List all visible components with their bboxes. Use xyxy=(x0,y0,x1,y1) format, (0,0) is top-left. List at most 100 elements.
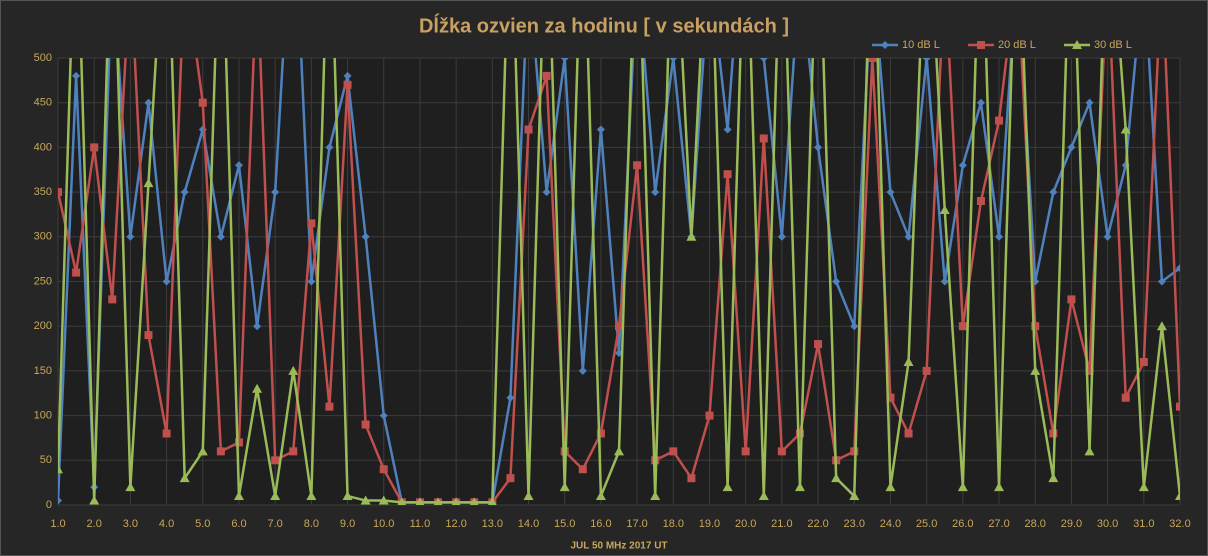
x-tick-label: 23.0 xyxy=(844,518,865,530)
data-point xyxy=(995,116,1004,125)
data-point xyxy=(596,429,605,438)
data-point xyxy=(686,231,697,241)
data-point xyxy=(1175,491,1180,501)
x-tick-label: 9.0 xyxy=(340,518,355,530)
data-point xyxy=(886,393,895,402)
x-tick-label: 15.0 xyxy=(554,518,575,530)
data-point xyxy=(143,178,154,188)
data-point xyxy=(614,446,624,456)
y-tick-label: 50 xyxy=(40,454,52,466)
y-tick-label: 400 xyxy=(34,141,52,153)
data-point xyxy=(488,497,497,505)
data-point xyxy=(1049,429,1058,438)
data-point xyxy=(1121,393,1130,402)
data-point xyxy=(741,447,750,456)
data-point xyxy=(542,188,551,197)
data-point xyxy=(90,143,99,152)
x-tick-label: 30.0 xyxy=(1097,518,1118,530)
data-point xyxy=(1048,473,1059,483)
data-point xyxy=(705,411,714,420)
data-point xyxy=(342,491,353,501)
data-point xyxy=(1049,188,1058,197)
data-point xyxy=(433,497,443,505)
data-point xyxy=(1067,295,1076,304)
data-point xyxy=(1085,98,1094,107)
x-tick-label: 31.0 xyxy=(1133,518,1154,530)
data-point xyxy=(886,188,895,197)
x-tick-label: 7.0 xyxy=(268,518,283,530)
y-tick-label: 100 xyxy=(34,410,52,422)
data-point xyxy=(1084,446,1095,456)
data-point xyxy=(957,482,968,492)
data-point xyxy=(995,232,1004,241)
data-point xyxy=(940,277,949,286)
data-point xyxy=(415,497,425,505)
x-tick-label: 16.0 xyxy=(590,518,611,530)
data-point xyxy=(325,143,334,152)
data-point xyxy=(1176,402,1180,411)
x-tick-label: 29.0 xyxy=(1061,518,1082,530)
data-point xyxy=(885,482,896,492)
data-point xyxy=(794,482,805,492)
data-point xyxy=(378,495,389,505)
data-point xyxy=(922,58,931,62)
data-point xyxy=(58,464,63,474)
x-tick-label: 5.0 xyxy=(195,518,210,530)
data-point xyxy=(1138,482,1149,492)
data-point xyxy=(578,465,587,474)
data-point xyxy=(1157,277,1166,286)
data-point xyxy=(307,219,316,228)
data-point xyxy=(307,277,316,286)
data-point xyxy=(651,188,660,197)
data-point xyxy=(58,496,62,505)
x-tick-label: 19.0 xyxy=(699,518,720,530)
data-point xyxy=(198,98,207,107)
data-point xyxy=(361,232,370,241)
y-tick-label: 200 xyxy=(34,320,52,332)
data-point xyxy=(722,482,733,492)
data-point xyxy=(216,232,225,241)
data-point xyxy=(723,125,732,134)
y-tick-label: 500 xyxy=(34,52,52,64)
x-tick-label: 12.0 xyxy=(445,518,466,530)
data-point xyxy=(650,491,661,501)
data-point xyxy=(451,497,461,505)
x-tick-label: 18.0 xyxy=(663,518,684,530)
x-tick-label: 25.0 xyxy=(916,518,937,530)
legend-marker xyxy=(1072,40,1082,49)
legend-label: 10 dB L xyxy=(902,39,940,51)
data-point xyxy=(560,58,569,62)
data-point xyxy=(994,482,1005,492)
x-tick-label: 13.0 xyxy=(482,518,503,530)
data-point xyxy=(469,497,479,505)
data-point xyxy=(271,188,280,197)
data-point xyxy=(1030,365,1041,375)
y-tick-label: 150 xyxy=(34,365,52,377)
data-point xyxy=(144,331,153,340)
data-point xyxy=(615,322,623,331)
data-point xyxy=(325,402,334,411)
data-point xyxy=(306,491,317,501)
data-point xyxy=(831,473,842,483)
data-point xyxy=(379,465,388,474)
data-point xyxy=(868,58,877,62)
data-point xyxy=(777,232,786,241)
data-point xyxy=(108,295,117,304)
data-point xyxy=(58,188,62,197)
data-point xyxy=(850,447,859,456)
y-tick-label: 0 xyxy=(46,499,52,511)
x-tick-label: 28.0 xyxy=(1025,518,1046,530)
x-tick-label: 17.0 xyxy=(626,518,647,530)
data-point xyxy=(343,80,352,89)
data-point xyxy=(397,497,407,505)
y-tick-label: 250 xyxy=(34,275,52,287)
legend-marker xyxy=(881,41,889,49)
data-point xyxy=(669,447,678,456)
data-point xyxy=(234,438,243,447)
x-tick-label: 1.0 xyxy=(50,518,65,530)
data-point xyxy=(1156,321,1167,331)
data-point xyxy=(233,491,244,501)
data-point xyxy=(850,322,859,331)
data-point xyxy=(288,365,299,375)
chart-title: Dĺžka ozvien za hodinu [ v sekundách ] xyxy=(419,13,789,37)
